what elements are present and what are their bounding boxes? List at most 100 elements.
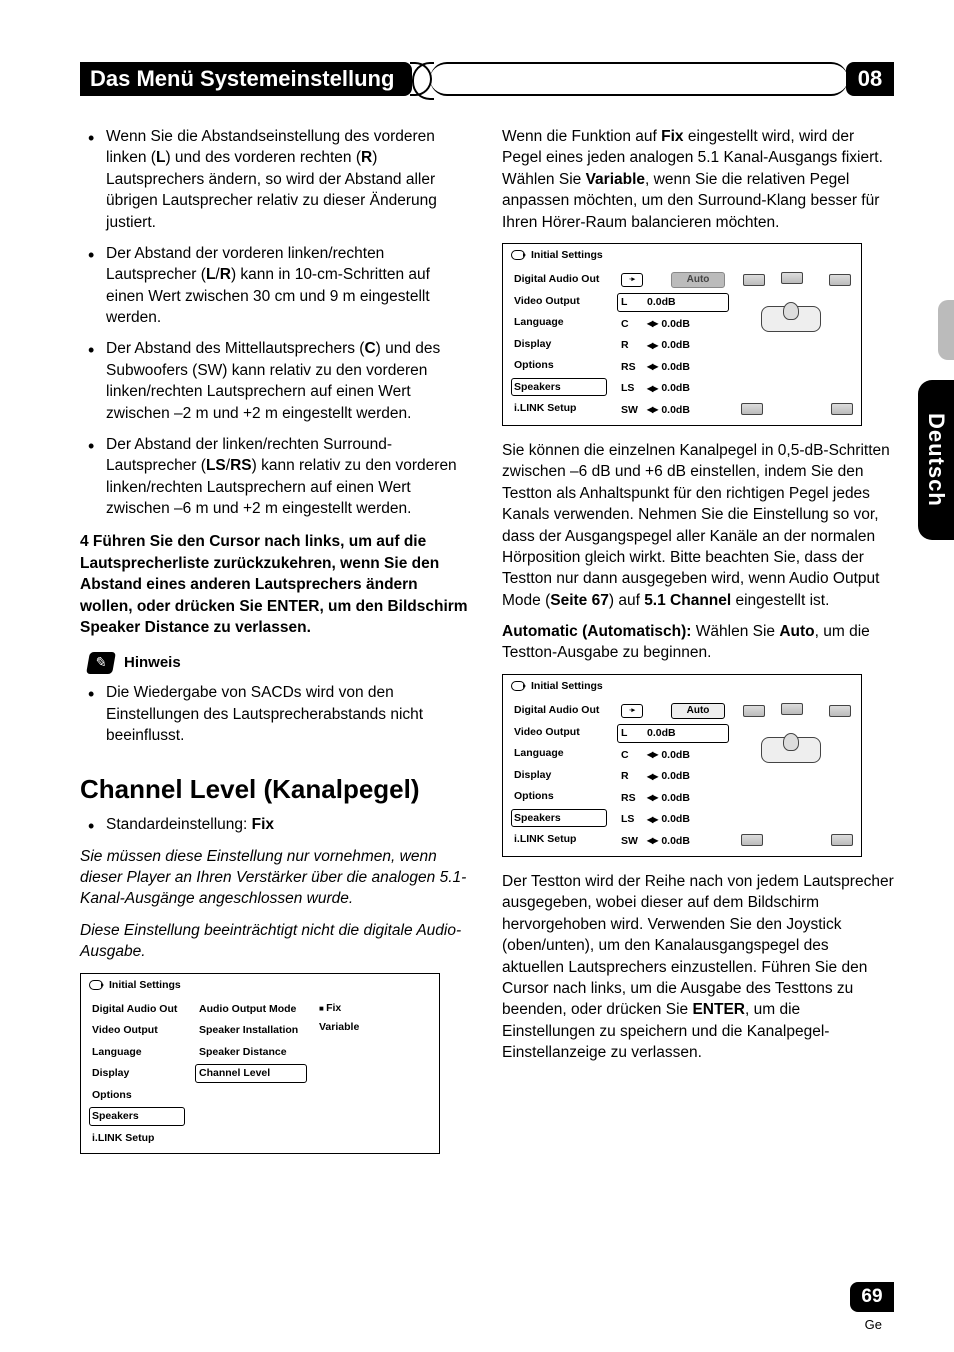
nav-item[interactable]: Language <box>511 744 607 762</box>
level-row[interactable]: R◀▶0.0dB <box>617 767 729 785</box>
speaker-diagram <box>733 266 861 425</box>
level-row[interactable]: RS◀▶0.0dB <box>617 358 729 376</box>
loop-icon <box>511 250 525 260</box>
panel-submenu: Audio Output Mode Speaker Installation S… <box>191 996 311 1153</box>
note-row: ✎ Hinweis <box>88 652 472 674</box>
language-tab-label: Deutsch <box>923 413 949 507</box>
level-row[interactable]: L0.0dB <box>617 293 729 311</box>
nav-item-selected[interactable]: Speakers <box>511 378 607 396</box>
level-list: ◦▸ Auto L0.0dB C◀▶0.0dB R◀▶0.0dB RS◀▶0.0d… <box>613 697 733 856</box>
panel-title: Initial Settings <box>531 679 603 693</box>
italic-note-1: Sie müssen diese Einstellung nur vornehm… <box>80 846 472 910</box>
italic-note-2: Diese Einstellung beeinträchtigt nicht d… <box>80 920 472 963</box>
level-row[interactable]: L0.0dB <box>617 724 729 742</box>
option-fix[interactable]: Fix <box>317 1000 415 1016</box>
speaker-r-icon <box>829 274 851 286</box>
panel-nav: Digital Audio Out Video Output Language … <box>81 996 191 1153</box>
level-row[interactable]: SW◀▶0.0dB <box>617 832 729 850</box>
step-4: 4 Führen Sie den Cursor nach links, um a… <box>80 531 472 638</box>
panel-title: Initial Settings <box>531 248 603 262</box>
nav-item[interactable]: Language <box>511 313 607 331</box>
submenu-item[interactable]: Speaker Distance <box>195 1043 307 1061</box>
loop-icon <box>89 980 103 990</box>
submenu-item[interactable]: Audio Output Mode <box>195 1000 307 1018</box>
right-column: Wenn die Funktion auf Fix eingestellt wi… <box>502 126 894 1168</box>
level-row[interactable]: RS◀▶0.0dB <box>617 789 729 807</box>
settings-panel-a: Initial Settings Digital Audio Out Video… <box>80 973 440 1155</box>
header-rule <box>430 62 848 96</box>
nav-item[interactable]: Video Output <box>89 1021 185 1039</box>
submenu-item-selected[interactable]: Channel Level <box>195 1064 307 1082</box>
panel-header: Initial Settings <box>81 974 439 996</box>
note-bullet: Die Wiedergabe von SACDs wird von den Ei… <box>106 682 472 746</box>
speaker-ls-icon <box>741 834 763 846</box>
nav-item[interactable]: Digital Audio Out <box>89 1000 185 1018</box>
nav-item[interactable]: Digital Audio Out <box>511 270 607 288</box>
nav-item[interactable]: Video Output <box>511 723 607 741</box>
nav-item[interactable]: i.LINK Setup <box>511 399 607 417</box>
nav-item[interactable]: Language <box>89 1043 185 1061</box>
para-auto: Automatic (Automatisch): Wählen Sie Auto… <box>502 621 894 664</box>
nav-item[interactable]: Options <box>511 356 607 374</box>
settings-panel-c: Initial Settings Digital Audio Out Video… <box>502 674 862 857</box>
nav-item[interactable]: i.LINK Setup <box>511 830 607 848</box>
speaker-rs-icon <box>831 834 853 846</box>
default-item: Standardeinstellung: Fix <box>106 814 472 835</box>
language-tab: Deutsch <box>918 380 954 540</box>
nav-item[interactable]: Video Output <box>511 292 607 310</box>
note-list: Die Wiedergabe von SACDs wird von den Ei… <box>80 682 472 746</box>
section-heading: Channel Level (Kanalpegel) <box>80 772 472 808</box>
note-label: Hinweis <box>124 653 181 674</box>
nav-item-selected[interactable]: Speakers <box>89 1107 185 1125</box>
speaker-l-icon <box>743 274 765 286</box>
left-column: Wenn Sie die Abstandseinstellung des vor… <box>80 126 472 1168</box>
level-row[interactable]: C◀▶0.0dB <box>617 315 729 333</box>
nav-item[interactable]: Display <box>511 335 607 353</box>
side-stripe <box>938 300 954 360</box>
nav-item[interactable]: Display <box>511 766 607 784</box>
bullet-list: Wenn Sie die Abstandseinstellung des vor… <box>80 126 472 519</box>
para-fix: Wenn die Funktion auf Fix eingestellt wi… <box>502 126 894 233</box>
level-row[interactable]: LS◀▶0.0dB <box>617 810 729 828</box>
speaker-r-icon <box>829 705 851 717</box>
level-row[interactable]: R◀▶0.0dB <box>617 336 729 354</box>
loop-icon <box>511 681 525 691</box>
listener-icon <box>783 733 799 751</box>
nav-item[interactable]: Display <box>89 1064 185 1082</box>
speaker-l-icon <box>743 705 765 717</box>
nav-item[interactable]: Options <box>89 1086 185 1104</box>
nav-item[interactable]: i.LINK Setup <box>89 1129 185 1147</box>
level-row[interactable]: C◀▶0.0dB <box>617 746 729 764</box>
default-list: Standardeinstellung: Fix <box>80 814 472 835</box>
level-list: ◦▸ Auto L0.0dB C◀▶0.0dB R◀▶0.0dB RS◀▶0.0d… <box>613 266 733 425</box>
level-row[interactable]: SW◀▶0.0dB <box>617 401 729 419</box>
speaker-diagram <box>733 697 861 856</box>
submenu-item[interactable]: Speaker Installation <box>195 1021 307 1039</box>
auto-pill[interactable]: Auto <box>671 703 725 719</box>
nav-item[interactable]: Options <box>511 787 607 805</box>
chapter-badge: 08 <box>846 62 894 96</box>
settings-panel-b: Initial Settings Digital Audio Out Video… <box>502 243 862 426</box>
level-row[interactable]: LS◀▶0.0dB <box>617 379 729 397</box>
nav-item-selected[interactable]: Speakers <box>511 809 607 827</box>
speaker-ls-icon <box>741 403 763 415</box>
listener-icon <box>783 302 799 320</box>
note-icon: ✎ <box>86 652 116 674</box>
joystick-icon: ◦▸ <box>621 704 643 718</box>
speaker-c-icon <box>781 703 803 715</box>
page-lang: Ge <box>865 1317 882 1332</box>
joystick-icon: ◦▸ <box>621 273 643 287</box>
option-variable[interactable]: Variable <box>317 1019 415 1035</box>
page-header: Das Menü Systemeinstellung 08 <box>80 60 894 98</box>
bullet-item: Der Abstand der vorderen linken/rechten … <box>106 243 472 329</box>
panel-options: Fix Variable <box>311 996 421 1153</box>
speaker-rs-icon <box>831 403 853 415</box>
nav-item[interactable]: Digital Audio Out <box>511 701 607 719</box>
para-levels: Sie können die einzelnen Kanalpegel in 0… <box>502 440 894 611</box>
speaker-c-icon <box>781 272 803 284</box>
panel-title: Initial Settings <box>109 978 181 992</box>
auto-pill[interactable]: Auto <box>671 272 725 288</box>
header-title: Das Menü Systemeinstellung <box>80 62 412 96</box>
para-testtone: Der Testton wird der Reihe nach von jede… <box>502 871 894 1063</box>
bullet-item: Der Abstand des Mittellautsprechers (C) … <box>106 338 472 424</box>
